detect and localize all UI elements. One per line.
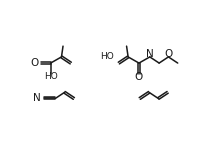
Text: HO: HO: [44, 72, 58, 81]
Text: N: N: [33, 93, 41, 103]
Text: O: O: [164, 49, 173, 59]
Text: HO: HO: [101, 52, 114, 61]
Text: N: N: [146, 49, 154, 59]
Text: O: O: [135, 72, 143, 82]
Text: O: O: [30, 58, 38, 68]
